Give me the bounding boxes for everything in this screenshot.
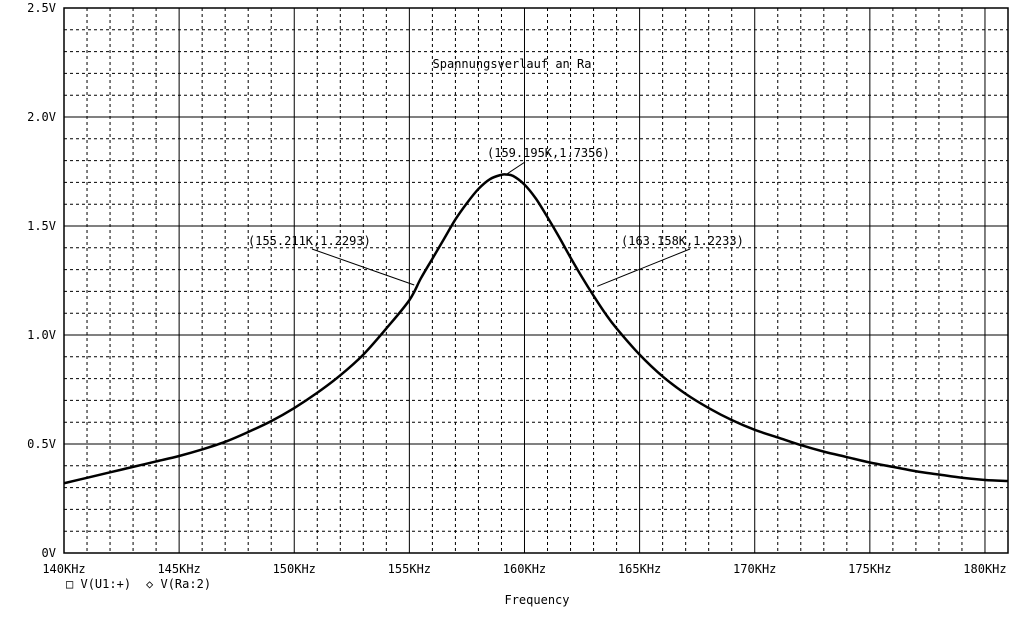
annotations: (159.195K,1.7356) (155.211K,1.2293) (163.1… xyxy=(248,146,744,287)
y-tick-label-0: 0V xyxy=(42,546,56,560)
x-tick-label-6: 170KHz xyxy=(733,562,776,576)
x-tick-label-0: 140KHz xyxy=(42,562,85,576)
legend-item-2: ◇ V(Ra:2) xyxy=(146,577,211,591)
legend-item-1: □ V(U1:+) xyxy=(66,577,131,591)
legend-label-1: V(U1:+) xyxy=(80,577,131,591)
legend-label-2: V(Ra:2) xyxy=(160,577,211,591)
x-tick-label-7: 175KHz xyxy=(848,562,891,576)
plot-frame xyxy=(63,7,1009,554)
plot-series-layer xyxy=(63,173,1009,485)
legend: □ V(U1:+) ◇ V(Ra:2) xyxy=(66,577,211,591)
x-axis-label: Frequency xyxy=(504,593,569,607)
legend-symbol-1: □ xyxy=(66,577,73,591)
y-tick-label-3: 1.5V xyxy=(27,219,56,233)
x-tick-label-8: 180KHz xyxy=(963,562,1006,576)
y-tick-label-5: 2.5V xyxy=(27,1,56,15)
annotation-leader-1 xyxy=(505,161,526,176)
y-tick-label-4: 2.0V xyxy=(27,110,56,124)
y-tick-label-1: 0.5V xyxy=(27,437,56,451)
annotation-leader-3 xyxy=(597,248,691,287)
x-tick-label-2: 150KHz xyxy=(273,562,316,576)
x-tick-label-1: 145KHz xyxy=(157,562,200,576)
series-line-1 xyxy=(63,173,1009,485)
annotation-label-2: (155.211K,1.2293) xyxy=(248,234,371,248)
x-tick-label-5: 165KHz xyxy=(618,562,661,576)
x-tick-label-3: 155KHz xyxy=(388,562,431,576)
plot-grid xyxy=(63,7,1008,554)
annotation-label-3: (163.158K,1.2233) xyxy=(621,234,744,248)
annotation-label-1: (159.195K,1.7356) xyxy=(487,146,610,160)
annotation-leader-2 xyxy=(311,248,415,286)
chart-title: Spannungsverlauf an Ra xyxy=(433,57,592,71)
y-tick-label-2: 1.0V xyxy=(27,328,56,342)
legend-symbol-2: ◇ xyxy=(146,577,154,591)
x-tick-label-4: 160KHz xyxy=(503,562,546,576)
tick-labels: 140KHz 145KHz 150KHz 155KHz 160KHz 165KHz 170K… xyxy=(27,1,1007,576)
